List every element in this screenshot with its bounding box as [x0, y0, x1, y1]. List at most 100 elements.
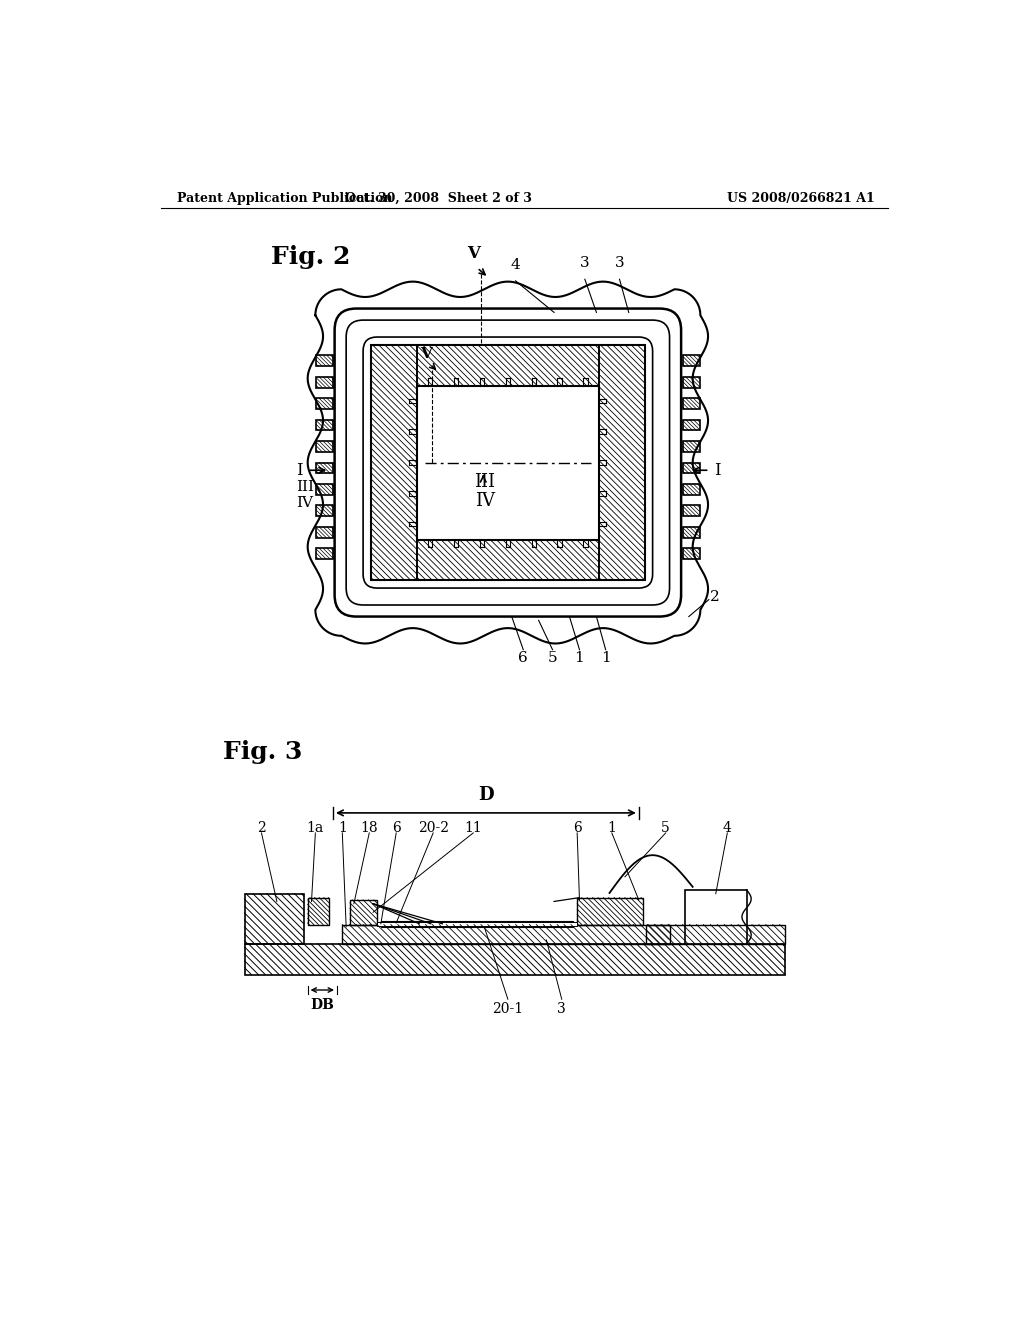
Bar — [350, 900, 377, 924]
Bar — [683, 420, 699, 430]
Text: 4: 4 — [511, 257, 520, 272]
Bar — [245, 944, 785, 974]
Text: I: I — [714, 462, 721, 479]
Text: 1: 1 — [607, 821, 616, 836]
Bar — [377, 923, 578, 927]
Bar — [683, 399, 699, 409]
Bar — [683, 548, 699, 558]
Bar — [316, 378, 333, 388]
Bar — [316, 462, 333, 474]
Bar — [316, 399, 333, 409]
Bar — [316, 399, 333, 409]
Bar — [316, 441, 333, 451]
Bar — [683, 378, 699, 388]
Bar — [683, 548, 699, 558]
Bar — [683, 420, 699, 430]
Text: V: V — [467, 246, 479, 263]
Bar — [342, 924, 670, 944]
Bar — [417, 540, 599, 581]
Bar — [316, 420, 333, 430]
Text: 1: 1 — [601, 651, 610, 665]
Bar — [646, 924, 785, 944]
Bar — [683, 399, 699, 409]
Text: 2: 2 — [710, 590, 719, 605]
Bar — [316, 484, 333, 495]
Bar — [316, 441, 333, 451]
Bar — [578, 898, 643, 924]
Bar — [599, 345, 645, 581]
Bar — [245, 944, 785, 974]
Bar — [316, 420, 333, 430]
Text: V: V — [420, 347, 432, 360]
Bar — [578, 898, 643, 924]
Bar — [316, 506, 333, 516]
Text: Patent Application Publication: Patent Application Publication — [177, 191, 392, 205]
Bar — [381, 921, 573, 927]
Text: 6: 6 — [572, 821, 582, 836]
Bar — [683, 484, 699, 495]
Text: 18: 18 — [360, 821, 378, 836]
Text: I: I — [296, 462, 303, 479]
Bar — [245, 894, 304, 944]
Text: 3: 3 — [614, 256, 625, 271]
Bar — [316, 527, 333, 537]
Bar — [417, 540, 599, 581]
Bar — [599, 345, 645, 581]
Text: 6: 6 — [392, 821, 400, 836]
Bar — [307, 898, 330, 924]
Text: US 2008/0266821 A1: US 2008/0266821 A1 — [727, 191, 874, 205]
Bar — [316, 355, 333, 366]
Text: Fig. 2: Fig. 2 — [270, 246, 350, 269]
Bar — [683, 527, 699, 537]
Text: 1: 1 — [338, 821, 347, 836]
Bar — [342, 924, 670, 944]
Bar — [683, 378, 699, 388]
Bar — [371, 345, 417, 581]
Text: 20-1: 20-1 — [493, 1002, 523, 1015]
Bar — [683, 462, 699, 474]
Bar — [245, 894, 304, 944]
Bar — [683, 506, 699, 516]
Bar — [683, 527, 699, 537]
Text: 1: 1 — [574, 651, 585, 665]
Bar — [316, 378, 333, 388]
FancyBboxPatch shape — [335, 309, 681, 616]
Bar — [307, 898, 330, 924]
Text: D: D — [478, 785, 494, 804]
Text: III: III — [296, 480, 314, 494]
Bar — [417, 345, 599, 385]
Bar — [371, 345, 645, 581]
Bar — [350, 900, 377, 924]
Text: 20-2: 20-2 — [418, 821, 449, 836]
Bar — [683, 355, 699, 366]
Bar — [316, 462, 333, 474]
Text: IV: IV — [475, 492, 495, 510]
Bar — [371, 345, 417, 581]
Bar — [683, 506, 699, 516]
Text: 6: 6 — [518, 651, 528, 665]
Text: 1a: 1a — [307, 821, 324, 836]
Text: 4: 4 — [723, 821, 732, 836]
Text: DB: DB — [310, 998, 334, 1011]
Bar — [683, 355, 699, 366]
Bar — [316, 527, 333, 537]
Text: 2: 2 — [257, 821, 266, 836]
Text: Oct. 30, 2008  Sheet 2 of 3: Oct. 30, 2008 Sheet 2 of 3 — [345, 191, 532, 205]
Bar — [316, 548, 333, 558]
Bar — [316, 506, 333, 516]
Bar — [417, 345, 599, 385]
Bar — [316, 484, 333, 495]
Bar — [316, 548, 333, 558]
Bar — [683, 441, 699, 451]
Bar — [683, 462, 699, 474]
Text: III: III — [474, 473, 496, 491]
Bar — [646, 924, 785, 944]
Bar — [417, 385, 599, 540]
Text: 11: 11 — [464, 821, 482, 836]
Bar — [685, 890, 746, 944]
Text: 5: 5 — [548, 651, 557, 665]
Bar — [683, 441, 699, 451]
Text: 3: 3 — [580, 256, 590, 271]
Bar — [316, 355, 333, 366]
Text: IV: IV — [296, 495, 313, 510]
